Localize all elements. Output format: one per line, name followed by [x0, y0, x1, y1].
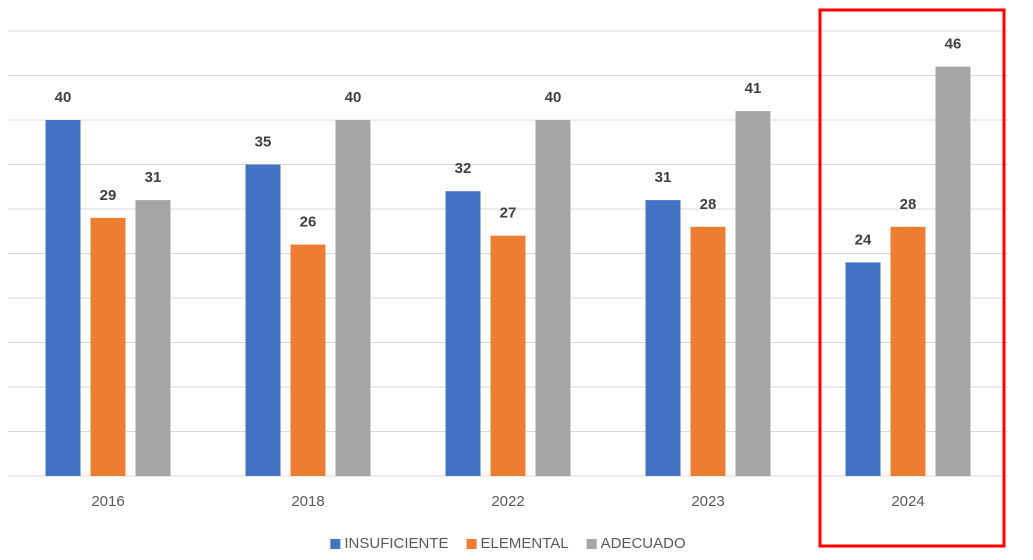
bar-elemental-2022 — [490, 235, 526, 476]
data-label: 27 — [500, 205, 517, 222]
bar-insuficiente-2016 — [45, 120, 81, 476]
bar-adecuado-2022 — [535, 120, 571, 476]
data-label: 40 — [345, 89, 362, 106]
x-axis-ticks: 2016 2018 2022 2023 2024 — [91, 493, 924, 510]
data-label: 31 — [655, 169, 672, 186]
highlight-box — [818, 8, 1006, 548]
data-label: 26 — [300, 214, 317, 231]
bar-insuficiente-2022 — [445, 191, 481, 476]
data-label: 29 — [100, 187, 117, 204]
data-labels: 40 29 31 35 26 40 32 27 40 31 28 41 24 28 46 — [55, 36, 962, 249]
legend-label: ADECUADO — [601, 535, 686, 552]
bar-elemental-2023 — [690, 226, 726, 476]
legend-label: INSUFICIENTE — [344, 535, 448, 552]
data-label: 28 — [700, 196, 717, 213]
highlight-rectangle — [818, 8, 1006, 548]
legend-swatch — [586, 539, 597, 549]
data-label: 31 — [145, 169, 162, 186]
bar-elemental-2018 — [290, 244, 326, 476]
data-label: 28 — [900, 196, 917, 213]
data-label: 35 — [255, 134, 272, 151]
legend-label: ELEMENTAL — [481, 535, 569, 552]
legend-item-adecuado: ADECUADO — [586, 535, 686, 552]
legend: INSUFICIENTE ELEMENTAL ADECUADO — [330, 535, 686, 552]
bar-insuficiente-2023 — [645, 200, 681, 476]
data-label: 46 — [945, 36, 962, 53]
x-tick-label: 2023 — [691, 493, 724, 510]
data-label: 41 — [745, 80, 762, 97]
bar-adecuado-2023 — [735, 111, 771, 476]
x-tick-label: 2016 — [91, 493, 124, 510]
x-tick-label: 2024 — [891, 493, 924, 510]
bar-adecuado-2024 — [935, 66, 971, 476]
bar-elemental-2016 — [90, 217, 126, 476]
data-label: 32 — [455, 160, 472, 177]
legend-item-insuficiente: INSUFICIENTE — [330, 535, 449, 552]
bars — [45, 66, 971, 476]
legend-item-elemental: ELEMENTAL — [466, 535, 569, 552]
data-label: 40 — [55, 89, 72, 106]
bar-adecuado-2018 — [335, 120, 371, 476]
bar-insuficiente-2018 — [245, 164, 281, 476]
bar-insuficiente-2024 — [845, 262, 881, 476]
bar-adecuado-2016 — [135, 200, 171, 476]
x-tick-label: 2018 — [291, 493, 324, 510]
bar-elemental-2024 — [890, 226, 926, 476]
legend-swatch — [330, 539, 341, 549]
data-label: 24 — [855, 231, 872, 248]
legend-swatch — [466, 539, 477, 549]
data-label: 40 — [545, 89, 562, 106]
x-tick-label: 2022 — [491, 493, 524, 510]
